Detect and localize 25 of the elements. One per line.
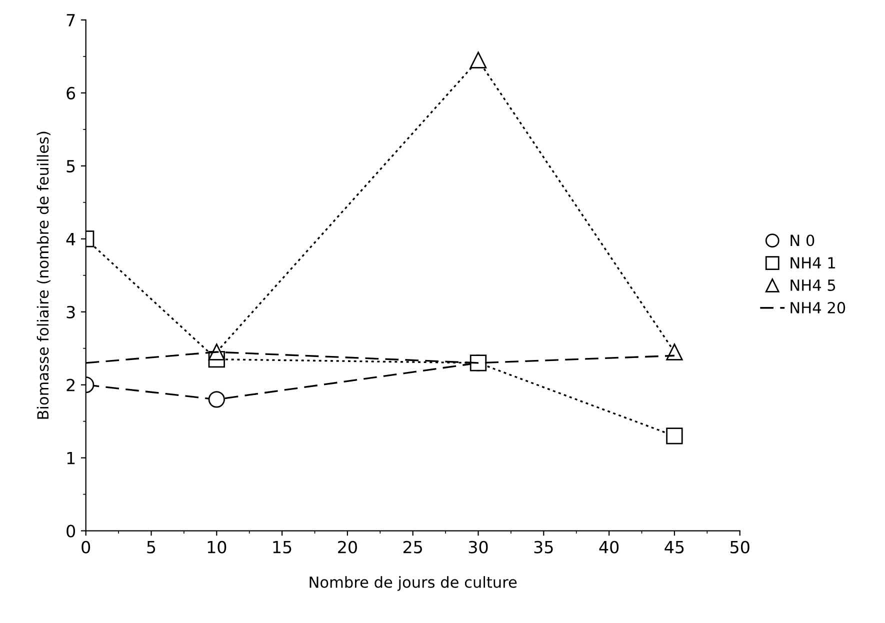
- x-axis-title: Nombre de jours de culture: [310, 576, 517, 591]
- legend-label: NH4 1: [790, 257, 835, 268]
- y-tick-label: 0: [66, 524, 76, 538]
- legend-label: NH4 5: [790, 280, 836, 292]
- x-tick-label: 40: [599, 540, 619, 554]
- legend-label: N 0: [790, 234, 814, 246]
- y-axis-title: Biomasse foliaire (nombre de feuilles): [36, 132, 50, 419]
- y-tick-label: 5: [66, 160, 75, 172]
- x-tick-label: 20: [338, 540, 357, 554]
- x-tick-label: 0: [82, 540, 90, 554]
- y-tick-label: 6: [66, 86, 76, 100]
- y-tick-label: 7: [66, 14, 75, 26]
- x-tick-label: 50: [730, 540, 750, 554]
- x-tick-label: 30: [468, 540, 488, 554]
- x-tick-label: 10: [208, 540, 226, 554]
- x-tick-label: 15: [273, 541, 292, 554]
- x-tick-label: 35: [534, 540, 553, 554]
- x-tick-label: 25: [403, 540, 422, 554]
- y-tick-label: 4: [66, 233, 76, 246]
- legend-label: NH4 20: [790, 302, 846, 314]
- y-tick-label: 2: [66, 378, 74, 392]
- y-tick-label: 1: [67, 452, 75, 464]
- x-tick-label: 5: [147, 541, 156, 554]
- x-tick-label: 45: [664, 541, 684, 554]
- y-tick-label: 3: [66, 306, 75, 318]
